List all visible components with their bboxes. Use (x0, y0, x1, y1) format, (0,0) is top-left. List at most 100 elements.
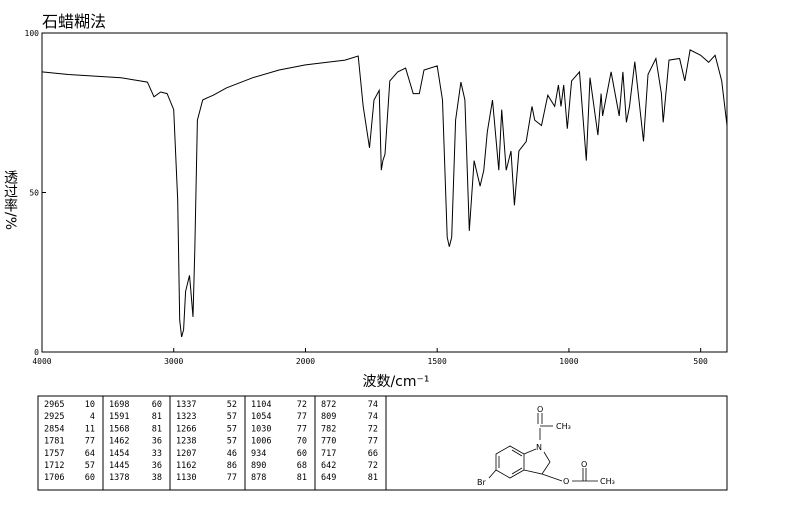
table-transmittance: 77 (297, 424, 307, 434)
table-transmittance: 66 (368, 449, 378, 459)
table-wavenumber: 1130 (176, 473, 196, 483)
table-transmittance: 36 (152, 437, 162, 447)
table-transmittance: 77 (297, 412, 307, 422)
table-wavenumber: 642 (321, 461, 336, 471)
table-wavenumber: 1462 (109, 437, 129, 447)
table-wavenumber: 1445 (109, 461, 129, 471)
table-transmittance: 74 (368, 400, 378, 410)
table-wavenumber: 770 (321, 437, 336, 447)
y-axis-label: 透过率/% (2, 170, 18, 230)
table-wavenumber: 1030 (251, 424, 271, 434)
table-transmittance: 57 (227, 437, 237, 447)
table-transmittance: 57 (227, 424, 237, 434)
table-transmittance: 81 (152, 424, 162, 434)
table-wavenumber: 1207 (176, 449, 196, 459)
table-wavenumber: 1266 (176, 424, 196, 434)
table-transmittance: 57 (85, 461, 95, 471)
bond (523, 451, 551, 475)
atom-label: Br (477, 478, 486, 487)
table-wavenumber: 1781 (44, 437, 64, 447)
table-wavenumber: 872 (321, 400, 336, 410)
x-axis-label: 波数/cm⁻¹ (362, 374, 429, 390)
table-wavenumber: 1712 (44, 461, 64, 471)
atom-label: O (537, 405, 543, 414)
table-wavenumber: 2925 (44, 412, 64, 422)
table-wavenumber: 1104 (251, 400, 271, 410)
table-wavenumber: 1238 (176, 437, 196, 447)
y-tick-label: 100 (25, 29, 40, 38)
table-transmittance: 77 (227, 473, 237, 483)
chart-title: 石蜡糊法 (42, 12, 106, 31)
table-wavenumber: 1591 (109, 412, 129, 422)
table-wavenumber: 2965 (44, 400, 64, 410)
table-wavenumber: 1706 (44, 473, 64, 483)
y-tick-label: 50 (29, 189, 39, 198)
table-wavenumber: 1323 (176, 412, 196, 422)
table-transmittance: 11 (85, 424, 95, 434)
table-transmittance: 72 (297, 400, 307, 410)
table-wavenumber: 1698 (109, 400, 129, 410)
table-wavenumber: 782 (321, 424, 336, 434)
table-transmittance: 70 (297, 437, 307, 447)
table-wavenumber: 649 (321, 473, 336, 483)
atom-label: CH₃ (600, 477, 615, 486)
table-transmittance: 68 (297, 461, 307, 471)
table-transmittance: 81 (297, 473, 307, 483)
bond (495, 445, 525, 479)
atom-label: CH₃ (556, 422, 571, 431)
table-transmittance: 74 (368, 412, 378, 422)
table-transmittance: 52 (227, 400, 237, 410)
table-transmittance: 72 (368, 424, 378, 434)
table-transmittance: 81 (368, 473, 378, 483)
peak-table-frame (37, 395, 728, 491)
table-transmittance: 77 (368, 437, 378, 447)
atom-label: O (581, 460, 587, 469)
table-transmittance: 33 (152, 449, 162, 459)
x-tick-label: 3000 (164, 357, 183, 366)
table-transmittance: 86 (227, 461, 237, 471)
table-wavenumber: 934 (251, 449, 266, 459)
table-transmittance: 72 (368, 461, 378, 471)
table-transmittance: 60 (152, 400, 162, 410)
table-wavenumber: 1337 (176, 400, 196, 410)
y-tick-label: 0 (34, 348, 39, 357)
table-transmittance: 10 (85, 400, 95, 410)
table-transmittance: 81 (152, 412, 162, 422)
table-transmittance: 38 (152, 473, 162, 483)
bond (541, 473, 563, 482)
table-transmittance: 46 (227, 449, 237, 459)
table-wavenumber: 890 (251, 461, 266, 471)
table-transmittance: 36 (152, 461, 162, 471)
table-wavenumber: 717 (321, 449, 336, 459)
x-tick-label: 500 (693, 357, 708, 366)
plot-frame (41, 32, 728, 353)
structure: O CH₃ N Br O O CH₃ (385, 395, 728, 491)
x-tick-label: 1000 (559, 357, 578, 366)
table-wavenumber: 2854 (44, 424, 64, 434)
table-wavenumber: 1454 (109, 449, 129, 459)
structure-frame (385, 395, 728, 491)
bond (511, 467, 523, 475)
table-wavenumber: 1162 (176, 461, 196, 471)
bond (488, 469, 497, 479)
table-transmittance: 64 (85, 449, 95, 459)
table-wavenumber: 1054 (251, 412, 271, 422)
atom-label: N (536, 443, 542, 452)
table-wavenumber: 1006 (251, 437, 271, 447)
x-tick-label: 2000 (296, 357, 315, 366)
table-wavenumber: 1378 (109, 473, 129, 483)
x-tick-label: 1500 (428, 357, 447, 366)
table-transmittance: 57 (227, 412, 237, 422)
table-wavenumber: 878 (251, 473, 266, 483)
table-wavenumber: 1568 (109, 424, 129, 434)
table-transmittance: 4 (90, 412, 95, 422)
table-wavenumber: 1757 (44, 449, 64, 459)
x-tick-label: 4000 (32, 357, 51, 366)
table-transmittance: 77 (85, 437, 95, 447)
table-transmittance: 60 (297, 449, 307, 459)
bond (511, 449, 523, 457)
spectrum-line (41, 49, 728, 338)
atom-label: O (563, 477, 569, 486)
table-transmittance: 60 (85, 473, 95, 483)
